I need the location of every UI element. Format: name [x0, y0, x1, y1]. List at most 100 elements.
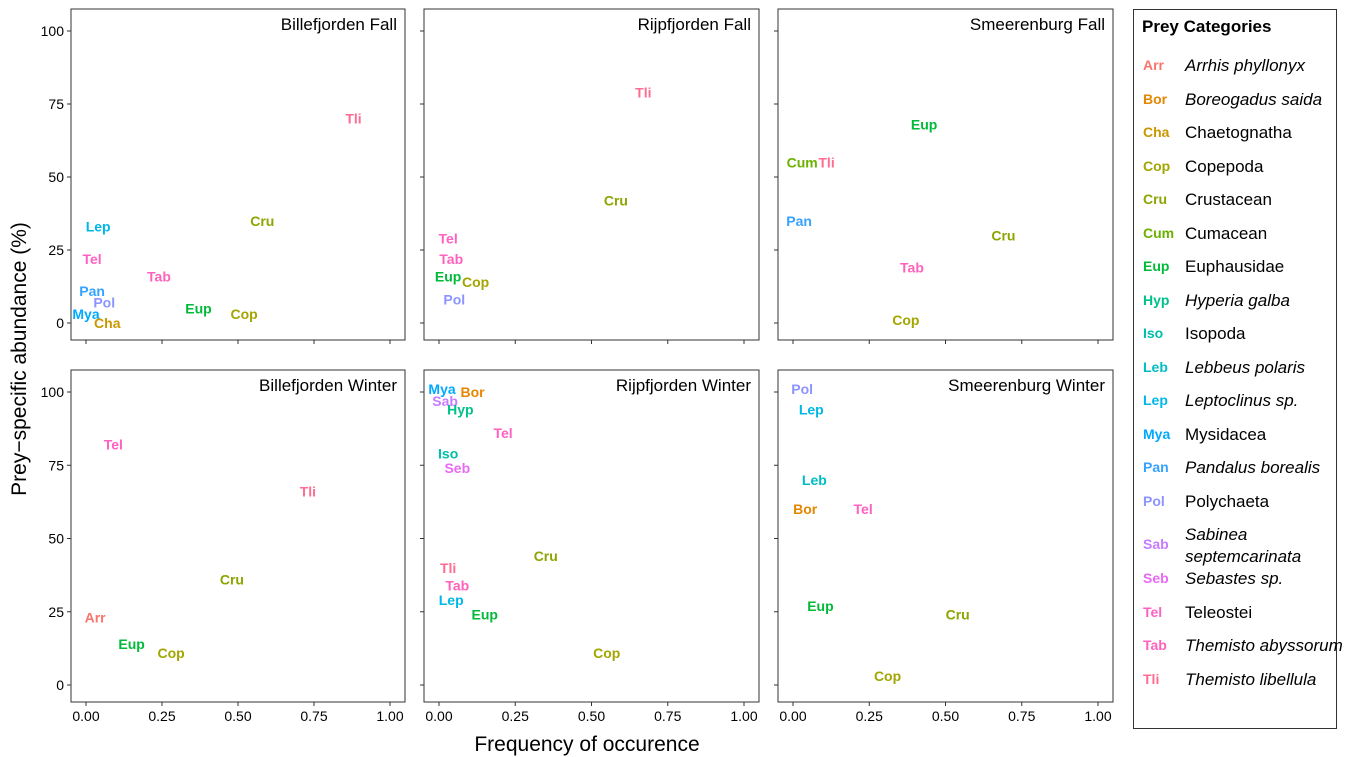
panel-frame [70, 369, 406, 703]
x-tick-label: 0.00 [72, 708, 99, 724]
data-point-label: Tli [635, 84, 651, 100]
legend-item: Seb Sebastes sp. [1134, 568, 1334, 602]
y-axis-label: Prey−specific abundance (%) [8, 222, 31, 496]
x-tick-label: 0.50 [578, 708, 605, 724]
data-point-label: Tel [439, 230, 458, 246]
x-tick-label: 0.00 [779, 708, 806, 724]
x-tick-label: 0.75 [300, 708, 327, 724]
data-point-label: Lep [799, 402, 824, 418]
data-point-label: Tab [439, 251, 463, 267]
data-point-label: Lep [439, 592, 464, 608]
panel: 0 25 50 75 100 0.00 0.25 0.50 0.75 1.00 Billefjord… [41, 369, 406, 724]
legend-label: Euphausidae [1185, 257, 1285, 276]
panel: 0.00 0.25 0.50 0.75 1.00 Smeerenburg Winter Po… [774, 369, 1114, 724]
y-tick-label: 0 [56, 677, 64, 693]
legend-label: Leptoclinus sp. [1185, 391, 1299, 410]
x-tick-label: 1.00 [730, 708, 757, 724]
data-point-label: Eup [118, 636, 144, 652]
x-tick-label: 1.00 [376, 708, 403, 724]
legend-item: Arr Arrhis phyllonyx [1134, 55, 1334, 89]
data-point-label: Cru [220, 572, 244, 588]
legend-code: Tab [1143, 637, 1167, 653]
data-point-label: Bor [793, 501, 818, 517]
legend-code: Tel [1143, 603, 1163, 620]
legend-code: Sab [1143, 536, 1169, 552]
data-point-label: Cru [946, 607, 970, 623]
data-point-label: Tli [345, 111, 361, 127]
data-point-label: Cop [230, 306, 257, 322]
data-point-label: Iso [438, 446, 458, 462]
y-tick-label: 100 [41, 384, 65, 400]
legend-code: Tli [1143, 670, 1160, 687]
x-tick-label: 0.00 [425, 708, 452, 724]
legend-label: Cumacean [1185, 223, 1268, 243]
legend: Prey Categories Arr Arrhis phyllonyx Bor Bo… [1133, 9, 1343, 729]
panel: 0 25 50 75 100 Billefjorden Fall Tli Cru Lep Tel T… [41, 8, 406, 344]
legend-item: Tli Themisto libellula [1134, 669, 1334, 703]
legend-item: Cha Chaetognatha [1134, 122, 1334, 156]
legend-code: Cop [1143, 157, 1171, 174]
x-tick-label: 0.75 [1008, 708, 1035, 724]
x-tick-label: 1.00 [1084, 708, 1111, 724]
legend-item: Cop Copepoda [1134, 156, 1334, 190]
legend-item: Pol Polychaeta [1134, 491, 1334, 525]
data-point-label: Tli [440, 560, 456, 576]
data-point-label: Cru [604, 192, 628, 208]
x-tick-label: 0.25 [148, 708, 175, 724]
data-point-label: Seb [444, 460, 470, 476]
x-tick-label: 0.75 [654, 708, 681, 724]
x-tick-label: 0.25 [502, 708, 529, 724]
panel: Smeerenburg Fall Eup Cum Tli Pan Cru Tab Cop [774, 8, 1114, 344]
legend-item: Eup Euphausidae [1134, 256, 1334, 290]
legend-item: Sab Sabinea septemcarinata [1134, 524, 1334, 568]
data-point-label: Tel [104, 437, 123, 453]
legend-code: Pol [1143, 492, 1165, 509]
data-point-label: Lep [86, 219, 111, 235]
data-point-label: Tab [900, 260, 924, 276]
data-point-label: Cop [158, 645, 185, 661]
legend-code: Bor [1143, 90, 1168, 107]
data-point-label: Eup [472, 607, 498, 623]
data-point-label: Cru [991, 227, 1015, 243]
legend-label: Copepoda [1185, 156, 1264, 176]
legend-item: Leb Lebbeus polaris [1134, 357, 1334, 391]
legend-item: Iso Isopoda [1134, 323, 1334, 357]
data-point-label: Pol [791, 381, 813, 397]
panel-title: Billefjorden Fall [281, 15, 397, 34]
data-point-label: Bor [460, 384, 485, 400]
legend-code: Cha [1143, 124, 1170, 140]
legend-label: Hyperia galba [1185, 290, 1290, 310]
legend-label: Pandalus borealis [1185, 458, 1321, 477]
panel-frame [777, 369, 1114, 703]
x-axis-label: Frequency of occurence [474, 733, 699, 756]
legend-code: Mya [1143, 425, 1171, 442]
data-point-label: Pol [443, 292, 465, 308]
data-point-label: Mya [428, 381, 455, 397]
legend-label: Sebastes sp. [1185, 569, 1284, 588]
data-point-label: Leb [802, 472, 827, 488]
data-point-label: Pan [786, 213, 812, 229]
data-point-label: Sab [432, 393, 458, 409]
legend-item: Cru Crustacean [1134, 189, 1334, 223]
data-point-label: Cop [593, 645, 620, 661]
legend-code: Pan [1143, 459, 1169, 475]
legend-item: Pan Pandalus borealis [1134, 457, 1334, 491]
data-point-label: Mya [72, 306, 99, 322]
y-tick-label: 50 [48, 169, 64, 185]
x-tick-label: 0.50 [224, 708, 251, 724]
data-point-label: Pan [79, 283, 105, 299]
data-point-label: Tli [818, 154, 834, 170]
panel-title: Rijpfjorden Fall [638, 15, 751, 34]
panel-title: Billefjorden Winter [259, 376, 397, 395]
data-point-label: Pol [93, 295, 115, 311]
legend-code: Eup [1143, 258, 1170, 274]
y-tick-label: 50 [48, 531, 64, 547]
data-point-label: Cop [874, 668, 901, 684]
legend-item: Hyp Hyperia galba [1134, 290, 1334, 324]
panel: 0.00 0.25 0.50 0.75 1.00 Rijpfjorden Winter My… [420, 369, 760, 724]
data-point-label: Cop [892, 312, 919, 328]
legend-item: Tel Teleostei [1134, 602, 1334, 636]
legend-title: Prey Categories [1142, 17, 1272, 36]
x-tick-label: 0.50 [932, 708, 959, 724]
